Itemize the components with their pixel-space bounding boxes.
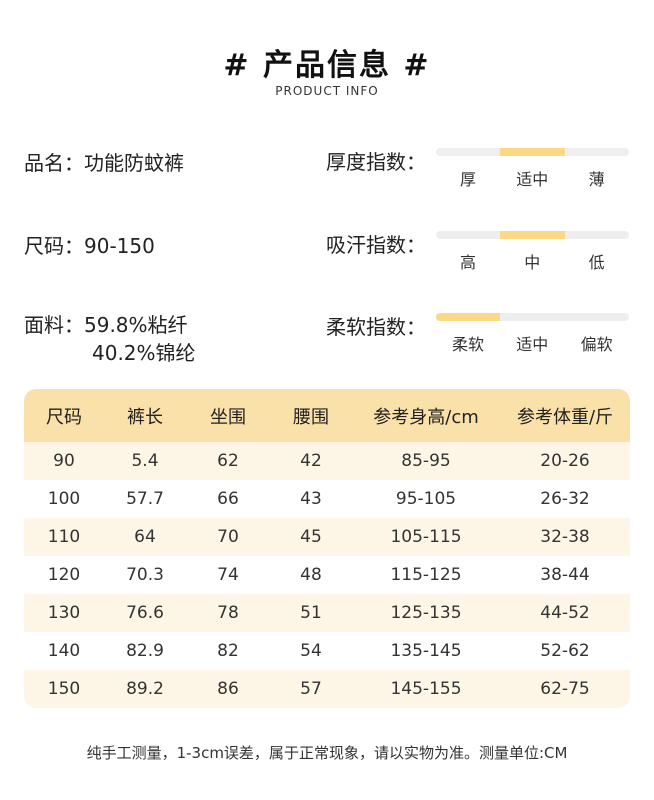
table-cell: 66	[217, 489, 239, 509]
index-tick: 中	[524, 253, 541, 272]
table-cell: 26-32	[540, 489, 590, 509]
table-cell: 74	[217, 565, 239, 585]
table-row: 110 64 70 45 105-115 32-38	[24, 518, 630, 556]
table-cell: 135-145	[390, 641, 462, 661]
index-ticks: 柔软 适中 偏软	[436, 331, 629, 354]
table-cell: 140	[47, 641, 81, 661]
table-row: 150 89.2 86 57 145-155 62-75	[24, 670, 630, 708]
table-cell: 89.2	[126, 679, 164, 699]
table-header-cell: 尺码	[46, 406, 82, 428]
index-bar	[436, 313, 629, 321]
index-tick: 适中	[516, 170, 549, 189]
table-row: 130 76.6 78 51 125-135 44-52	[24, 594, 630, 632]
product-name: 品名：功能防蚊裤	[24, 151, 184, 175]
index-bar	[436, 148, 629, 156]
product-fabric: 面料：59.8%粘纤 40.2%锦纶	[24, 311, 196, 367]
size-table: 尺码 裤长 坐围 腰围 参考身高/cm 参考体重/斤 90 5.4 62 42 85-9…	[24, 389, 630, 708]
fabric-line-2: 40.2%锦纶	[92, 341, 196, 365]
table-cell: 42	[300, 451, 322, 471]
table-cell: 120	[47, 565, 81, 585]
table-cell: 145-155	[390, 679, 462, 699]
index-tick: 低	[588, 253, 605, 272]
index-label: 吸汗指数：	[326, 233, 426, 257]
table-header-cell: 裤长	[127, 406, 163, 428]
table-cell: 52-62	[540, 641, 590, 661]
index-label: 柔软指数：	[326, 315, 426, 339]
table-cell: 38-44	[540, 565, 590, 585]
table-cell: 70.3	[126, 565, 164, 585]
table-cell: 54	[300, 641, 322, 661]
table-cell: 64	[134, 527, 156, 547]
index-label: 厚度指数：	[326, 150, 426, 174]
table-cell: 32-38	[540, 527, 590, 547]
product-size-range: 尺码：90-150	[24, 234, 155, 258]
index-ticks: 高 中 低	[436, 249, 629, 272]
table-cell: 130	[47, 603, 81, 623]
table-cell: 44-52	[540, 603, 590, 623]
table-body: 90 5.4 62 42 85-95 20-26 100 57.7 66 43 95-105 26-3…	[24, 442, 630, 708]
table-row: 90 5.4 62 42 85-95 20-26	[24, 442, 630, 480]
index-tick: 适中	[516, 335, 549, 354]
table-cell: 105-115	[390, 527, 462, 547]
table-cell: 5.4	[131, 451, 159, 471]
index-tick: 偏软	[580, 335, 613, 354]
table-cell: 125-135	[390, 603, 462, 623]
table-header-cell: 坐围	[210, 406, 246, 428]
table-cell: 48	[300, 565, 322, 585]
table-cell: 57	[300, 679, 322, 699]
index-tick: 薄	[588, 170, 605, 189]
table-cell: 85-95	[401, 451, 451, 471]
table-cell: 78	[217, 603, 239, 623]
table-row: 140 82.9 82 54 135-145 52-62	[24, 632, 630, 670]
table-header-cell: 参考身高/cm	[373, 406, 479, 428]
table-row: 100 57.7 66 43 95-105 26-32	[24, 480, 630, 518]
table-cell: 115-125	[390, 565, 462, 585]
table-row: 120 70.3 74 48 115-125 38-44	[24, 556, 630, 594]
table-cell: 20-26	[540, 451, 590, 471]
index-fill	[500, 148, 565, 156]
table-cell: 90	[53, 451, 75, 471]
table-cell: 86	[217, 679, 239, 699]
table-cell: 45	[300, 527, 322, 547]
index-tick: 柔软	[451, 335, 484, 354]
table-header-row: 尺码 裤长 坐围 腰围 参考身高/cm 参考体重/斤	[24, 389, 630, 442]
fabric-line-1: 面料：59.8%粘纤	[24, 313, 188, 337]
index-fill	[500, 231, 565, 239]
index-bar	[436, 231, 629, 239]
table-cell: 100	[47, 489, 81, 509]
index-tick: 厚	[459, 170, 476, 189]
table-cell: 76.6	[126, 603, 164, 623]
table-cell: 62	[217, 451, 239, 471]
table-cell: 43	[300, 489, 322, 509]
table-cell: 110	[47, 527, 81, 547]
table-cell: 95-105	[395, 489, 457, 509]
page-title: # 产品信息 #	[223, 48, 431, 83]
table-cell: 51	[300, 603, 322, 623]
index-fill	[436, 313, 501, 321]
index-tick: 高	[459, 253, 476, 272]
table-cell: 82.9	[126, 641, 164, 661]
table-header-cell: 腰围	[293, 406, 329, 428]
table-cell: 82	[217, 641, 239, 661]
table-header-cell: 参考体重/斤	[516, 406, 614, 428]
table-cell: 62-75	[540, 679, 590, 699]
page-subtitle: PRODUCT INFO	[275, 84, 379, 98]
measurement-note: 纯手工测量，1-3cm误差，属于正常现象，请以实物为准。测量单位:CM	[86, 744, 568, 762]
table-cell: 150	[47, 679, 81, 699]
table-cell: 57.7	[126, 489, 164, 509]
index-ticks: 厚 适中 薄	[436, 166, 629, 189]
table-cell: 70	[217, 527, 239, 547]
